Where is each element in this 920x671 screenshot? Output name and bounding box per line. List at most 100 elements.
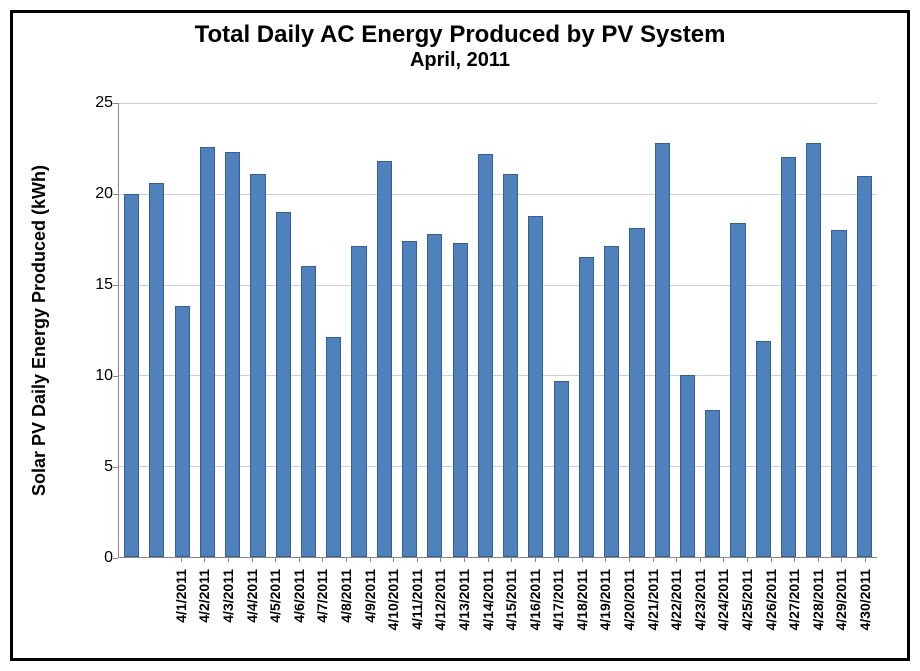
x-tick-label: 4/8/2011	[338, 569, 354, 623]
bar-slot	[624, 103, 649, 557]
x-tick-label: 4/22/2011	[668, 569, 684, 631]
x-tick-mark	[818, 557, 819, 562]
x-tick: 4/10/2011	[381, 557, 405, 657]
x-tick: 4/19/2011	[594, 557, 618, 657]
x-tick: 4/2/2011	[193, 557, 217, 657]
plot-area: 4/1/20114/2/20114/3/20114/4/20114/5/2011…	[118, 103, 877, 558]
x-tick-label: 4/11/2011	[409, 569, 425, 630]
x-tick-label: 4/15/2011	[503, 569, 519, 631]
bar	[377, 161, 392, 557]
bars-container	[119, 103, 877, 557]
y-tick-label: 20	[83, 185, 113, 203]
y-tick-label: 10	[83, 367, 113, 385]
x-tick-mark	[582, 557, 583, 562]
x-tick-label: 4/17/2011	[550, 569, 566, 631]
bar-slot	[119, 103, 144, 557]
x-tick-label: 4/7/2011	[314, 569, 330, 623]
x-tick-mark	[511, 557, 512, 562]
x-tick-mark	[865, 557, 866, 562]
x-tick-mark	[346, 557, 347, 562]
bar-slot	[144, 103, 169, 557]
bar-slot	[751, 103, 776, 557]
bar-slot	[447, 103, 472, 557]
x-tick: 4/11/2011	[405, 557, 429, 657]
x-tick: 4/26/2011	[759, 557, 783, 657]
bar-slot	[220, 103, 245, 557]
x-tick: 4/15/2011	[499, 557, 523, 657]
x-tick-mark	[605, 557, 606, 562]
x-tick-mark	[535, 557, 536, 562]
bar	[478, 154, 493, 557]
bar-slot	[498, 103, 523, 557]
y-tick-label: 5	[83, 458, 113, 476]
bar	[528, 216, 543, 557]
bar	[730, 223, 745, 557]
bar-slot	[549, 103, 574, 557]
bar-slot	[346, 103, 371, 557]
x-tick-label: 4/4/2011	[244, 569, 260, 623]
chart-title-block: Total Daily AC Energy Produced by PV Sys…	[13, 21, 907, 72]
bar	[149, 183, 164, 557]
bar	[250, 174, 265, 557]
y-tick-label: 25	[83, 94, 113, 112]
x-tick-mark	[417, 557, 418, 562]
x-tick: 4/28/2011	[806, 557, 830, 657]
x-tick: 4/16/2011	[523, 557, 547, 657]
x-tick: 4/14/2011	[476, 557, 500, 657]
x-tick: 4/29/2011	[830, 557, 854, 657]
x-tick: 4/13/2011	[452, 557, 476, 657]
x-tick-mark	[393, 557, 394, 562]
bar	[806, 143, 821, 557]
x-tick-label: 4/5/2011	[267, 569, 283, 623]
x-tick: 4/23/2011	[688, 557, 712, 657]
bar	[680, 375, 695, 557]
x-tick: 4/1/2011	[169, 557, 193, 657]
bar-slot	[195, 103, 220, 557]
y-axis-label: Solar PV Daily Energy Produced (kWh)	[30, 165, 51, 496]
x-tick: 4/21/2011	[641, 557, 665, 657]
x-tick-mark	[299, 557, 300, 562]
x-tick: 4/5/2011	[263, 557, 287, 657]
x-tick-mark	[464, 557, 465, 562]
x-tick-mark	[771, 557, 772, 562]
x-tick-label: 4/23/2011	[692, 569, 708, 631]
bar-slot	[801, 103, 826, 557]
x-tick-mark	[440, 557, 441, 562]
bar	[175, 306, 190, 557]
x-tick: 4/22/2011	[664, 557, 688, 657]
bar	[200, 147, 215, 557]
bar-slot	[599, 103, 624, 557]
x-tick-label: 4/1/2011	[173, 569, 189, 623]
x-tick-mark	[181, 557, 182, 562]
x-tick: 4/27/2011	[782, 557, 806, 657]
x-tick-mark	[676, 557, 677, 562]
x-tick-mark	[488, 557, 489, 562]
x-tick-mark	[228, 557, 229, 562]
bar	[781, 157, 796, 557]
x-tick-label: 4/29/2011	[833, 569, 849, 631]
x-tick-label: 4/19/2011	[597, 569, 613, 631]
x-tick-mark	[700, 557, 701, 562]
bar	[225, 152, 240, 557]
x-tick-label: 4/27/2011	[786, 569, 802, 631]
x-tick: 4/17/2011	[547, 557, 571, 657]
bar	[427, 234, 442, 557]
bar-slot	[650, 103, 675, 557]
y-tick-mark	[113, 558, 118, 559]
x-tick-label: 4/6/2011	[291, 569, 307, 623]
x-tick-label: 4/26/2011	[763, 569, 779, 631]
x-tick-mark	[275, 557, 276, 562]
bar	[276, 212, 291, 557]
x-tick-label: 4/14/2011	[480, 569, 496, 631]
x-tick-mark	[794, 557, 795, 562]
bar-slot	[574, 103, 599, 557]
x-tick-mark	[747, 557, 748, 562]
chart-border: Total Daily AC Energy Produced by PV Sys…	[10, 10, 910, 661]
chart-frame: Total Daily AC Energy Produced by PV Sys…	[0, 0, 920, 671]
y-axis-label-container: Solar PV Daily Energy Produced (kWh)	[25, 103, 55, 558]
bar	[655, 143, 670, 557]
bar-slot	[422, 103, 447, 557]
bar-slot	[523, 103, 548, 557]
x-tick-mark	[653, 557, 654, 562]
x-tick-label: 4/16/2011	[527, 569, 543, 631]
